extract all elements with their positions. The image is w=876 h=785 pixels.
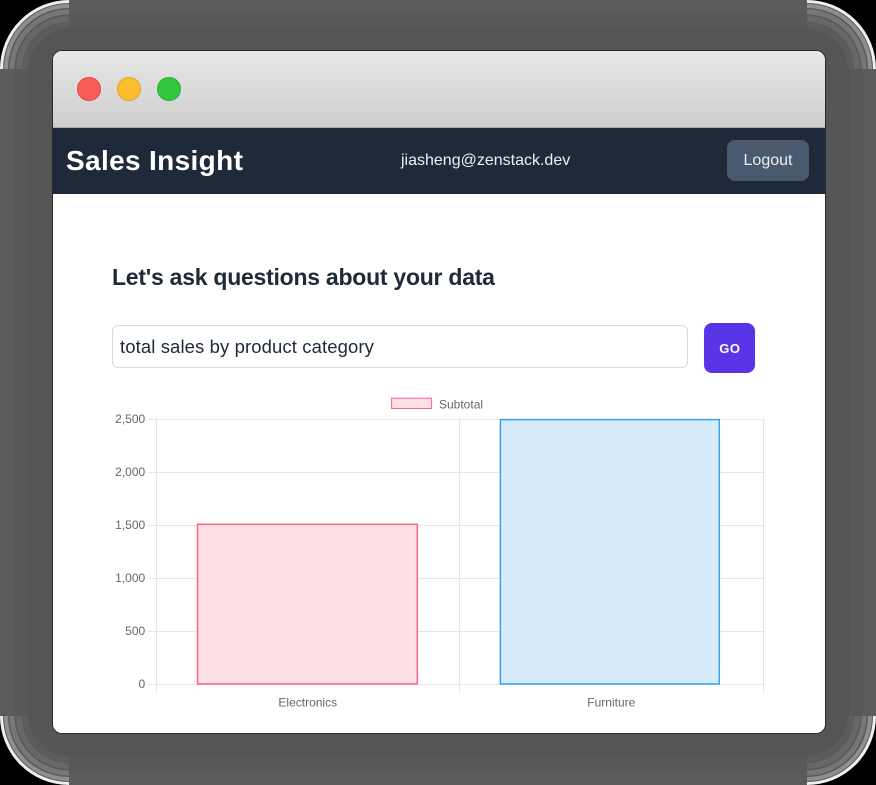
svg-text:1,000: 1,000 <box>115 571 145 585</box>
svg-text:2,500: 2,500 <box>115 412 145 426</box>
svg-text:Subtotal: Subtotal <box>439 398 483 412</box>
svg-text:Electronics: Electronics <box>278 696 337 710</box>
svg-text:Furniture: Furniture <box>587 696 635 710</box>
svg-text:0: 0 <box>139 677 146 691</box>
svg-text:2,000: 2,000 <box>115 465 145 479</box>
svg-text:1,500: 1,500 <box>115 518 145 532</box>
svg-text:500: 500 <box>125 624 145 638</box>
